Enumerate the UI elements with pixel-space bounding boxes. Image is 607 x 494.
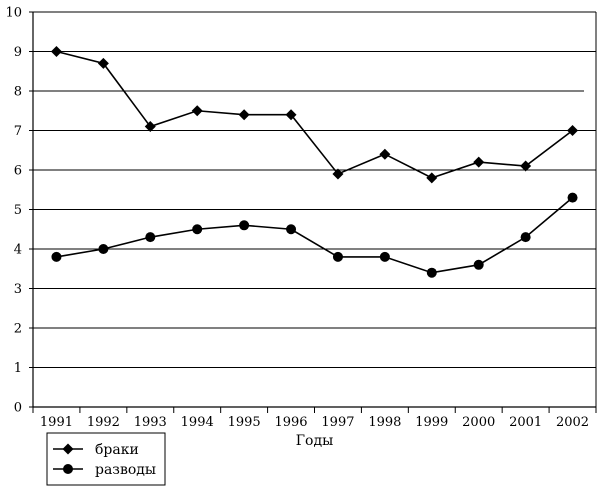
data-point-разводы-2002 [567,192,578,203]
data-point-разводы-1992 [98,244,109,254]
data-point-разводы-1994 [192,224,203,235]
y-tick-label-0: 0 [14,401,22,416]
data-point-браки-1992 [97,57,109,69]
x-tick-label-1999: 1999 [415,415,448,430]
x-tick-label-1994: 1994 [181,415,214,430]
legend-label-браки: браки [95,442,139,458]
y-tick-label-4: 4 [14,243,22,258]
data-point-разводы-1996 [286,224,297,235]
data-point-разводы-1998 [379,251,390,262]
y-tick-labels: 0 1 2 3 4 5 6 7 8 9 10 [5,6,22,416]
data-point-браки-2001 [520,160,532,172]
legend: браки разводы [46,432,166,486]
x-tick-label-2000: 2000 [462,415,495,430]
series-line-браки [56,50,574,179]
y-tick-label-8: 8 [14,85,22,100]
data-point-браки-1998 [379,148,391,160]
data-point-браки-2000 [473,156,485,168]
y-tick-label-2: 2 [14,322,22,337]
data-point-разводы-1999 [426,267,437,278]
data-point-разводы-2001 [520,232,531,243]
legend-marker-браки [62,443,74,455]
data-point-браки-1999 [426,172,438,184]
data-point-браки-1997 [332,168,344,180]
x-tick-label-1996: 1996 [274,415,307,430]
y-tick-label-9: 9 [14,45,22,60]
x-tick-label-2002: 2002 [556,415,589,430]
data-point-разводы-1991 [51,251,62,262]
data-point-браки-1996 [285,109,297,121]
x-tick-label-2001: 2001 [509,415,542,430]
legend-label-разводы: разводы [95,462,156,478]
data-point-разводы-1995 [239,220,250,231]
y-tick-label-1: 1 [14,361,22,376]
y-tick-label-3: 3 [14,282,22,297]
legend-marker-разводы [63,464,73,474]
data-point-разводы-1997 [332,251,343,262]
gridlines [33,51,596,368]
data-point-браки-1995 [238,109,250,121]
y-tick-label-5: 5 [14,203,22,218]
x-tick-label-1997: 1997 [321,415,354,430]
x-axis-label: Годы [296,433,333,449]
series-браки [50,46,579,184]
data-point-браки-1991 [50,46,62,57]
y-tick-label-6: 6 [14,164,22,179]
y-tick-label-10: 10 [5,6,22,21]
axes [29,11,597,413]
data-point-браки-2002 [567,125,579,136]
series-разводы [51,192,578,278]
x-tick-label-1998: 1998 [368,415,401,430]
x-tick-label-1995: 1995 [228,415,261,430]
data-point-браки-1993 [144,121,156,133]
data-point-браки-1994 [191,105,203,117]
series-line-разводы [56,197,574,274]
x-tick-label-1993: 1993 [134,415,167,430]
series-group [50,46,579,278]
x-tick-labels: 1991 1992 1993 1994 1995 1996 1997 1998 1999 2000… [40,415,589,430]
x-tick-label-1992: 1992 [87,415,120,430]
x-tick-label-1991: 1991 [40,415,73,430]
legend-box [46,432,166,486]
y-tick-label-7: 7 [14,124,22,139]
data-point-разводы-1993 [145,232,156,243]
data-point-разводы-2000 [473,259,484,270]
